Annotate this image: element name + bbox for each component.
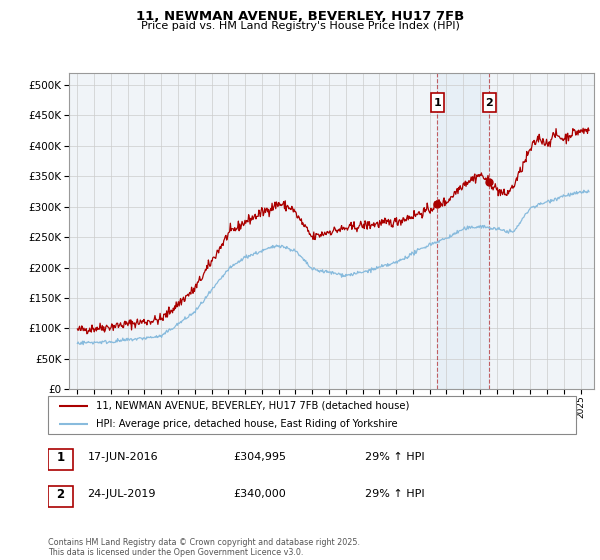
Bar <box>437 73 490 389</box>
Text: 1: 1 <box>56 451 65 464</box>
Text: £304,995: £304,995 <box>233 452 286 462</box>
FancyBboxPatch shape <box>431 94 444 112</box>
FancyBboxPatch shape <box>48 449 73 470</box>
FancyBboxPatch shape <box>48 486 73 507</box>
Text: HPI: Average price, detached house, East Riding of Yorkshire: HPI: Average price, detached house, East… <box>95 419 397 429</box>
Text: 29% ↑ HPI: 29% ↑ HPI <box>365 489 424 499</box>
Text: 24-JUL-2019: 24-JUL-2019 <box>88 489 156 499</box>
Text: 11, NEWMAN AVENUE, BEVERLEY, HU17 7FB: 11, NEWMAN AVENUE, BEVERLEY, HU17 7FB <box>136 10 464 23</box>
Text: 2: 2 <box>56 488 65 501</box>
FancyBboxPatch shape <box>483 94 496 112</box>
Text: 11, NEWMAN AVENUE, BEVERLEY, HU17 7FB (detached house): 11, NEWMAN AVENUE, BEVERLEY, HU17 7FB (d… <box>95 401 409 411</box>
Text: 2: 2 <box>485 97 493 108</box>
Text: Contains HM Land Registry data © Crown copyright and database right 2025.
This d: Contains HM Land Registry data © Crown c… <box>48 538 360 557</box>
Text: 1: 1 <box>433 97 441 108</box>
Text: Price paid vs. HM Land Registry's House Price Index (HPI): Price paid vs. HM Land Registry's House … <box>140 21 460 31</box>
Text: £340,000: £340,000 <box>233 489 286 499</box>
FancyBboxPatch shape <box>48 396 576 434</box>
Text: 17-JUN-2016: 17-JUN-2016 <box>88 452 158 462</box>
Text: 29% ↑ HPI: 29% ↑ HPI <box>365 452 424 462</box>
